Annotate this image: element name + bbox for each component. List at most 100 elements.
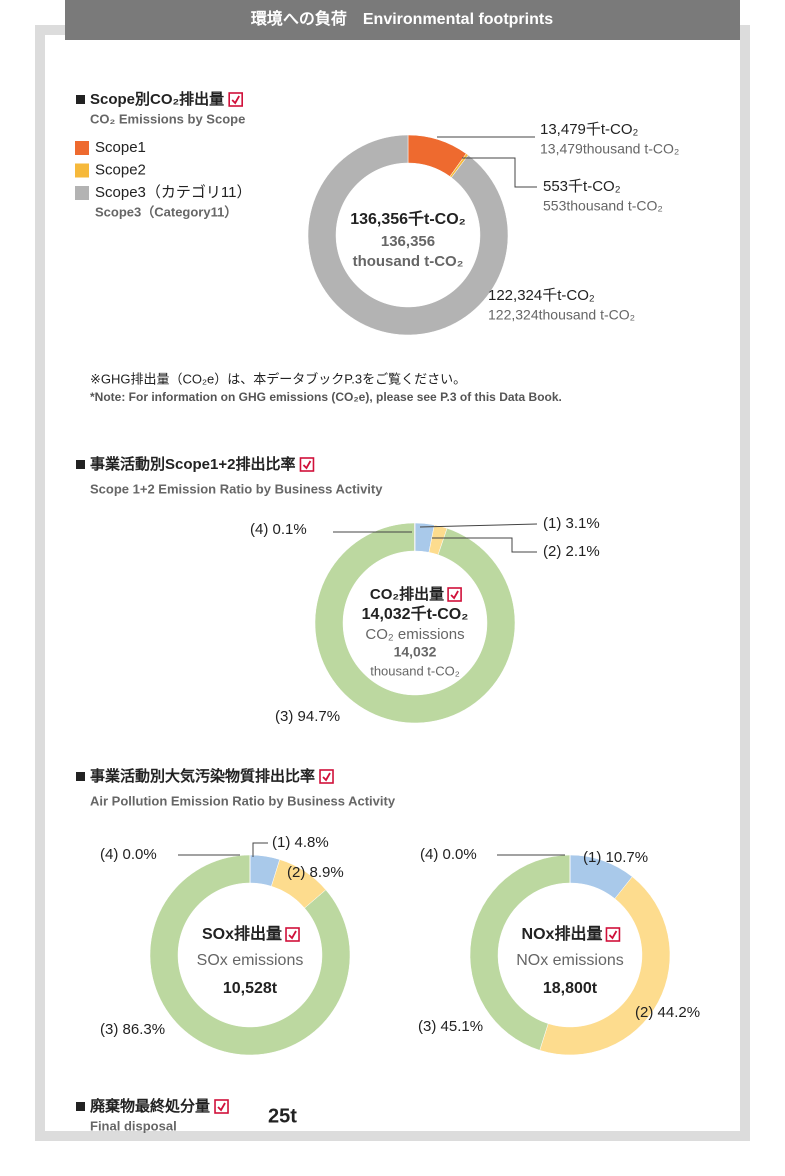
value-label: (2) 2.1%: [543, 543, 600, 560]
value-label: (2) 8.9%: [287, 864, 344, 881]
center-label: CO₂排出量: [370, 585, 444, 603]
checkbox: [228, 92, 243, 107]
legend-label: Scope1: [95, 139, 146, 156]
value-label: 13,479千t-CO₂: [540, 121, 639, 138]
checkmark: [450, 590, 459, 600]
section-title: 事業活動別Scope1+2排出比率: [90, 455, 295, 473]
center-label: SOx排出量: [202, 924, 282, 943]
checkmark: [217, 1102, 226, 1112]
percent-label: 3.1%: [566, 515, 600, 532]
value-label: (1) 3.1%: [543, 515, 600, 532]
header-title: 環境への負荷 Environmental footprints: [251, 9, 553, 28]
value-label: (3) 86.3%: [100, 1021, 165, 1038]
donut-slice: [307, 134, 509, 336]
center-label: CO₂ emissions: [365, 626, 464, 643]
checkbox: [285, 927, 300, 942]
checkmark: [302, 460, 312, 470]
percent-label: 45.1%: [441, 1018, 484, 1035]
value-label: (4) 0.0%: [100, 846, 157, 863]
donut-slice: [149, 854, 351, 1056]
legend-swatch: [75, 186, 89, 200]
checkmark: [231, 95, 240, 105]
checkmark: [322, 772, 331, 782]
value-label: (1) 10.7%: [583, 849, 648, 866]
value-label: (3) 45.1%: [418, 1018, 483, 1035]
category-label: (1): [272, 834, 290, 851]
center-label: thousand t-CO₂: [353, 253, 464, 270]
checkbox: [299, 457, 315, 472]
center-label: NOx排出量: [522, 924, 603, 943]
percent-label: 10.7%: [606, 849, 649, 866]
leader-line: [419, 523, 538, 528]
center-label: 136,356: [381, 233, 435, 250]
donut-slice: [414, 522, 416, 552]
category-label: (1): [543, 515, 561, 532]
percent-label: 0.0%: [123, 846, 157, 863]
section-subtitle: Final disposal: [90, 1118, 177, 1133]
bullet: [76, 772, 85, 781]
leader-line: [252, 842, 268, 857]
checkbox: [319, 769, 334, 784]
value-label-en: 122,324thousand t-CO₂: [488, 307, 635, 323]
checkbox: [605, 927, 621, 942]
section-subtitle: Scope 1+2 Emission Ratio by Business Act…: [90, 481, 383, 496]
bullet: [76, 460, 85, 469]
category-label: (4): [100, 846, 118, 863]
header-bar: [65, 0, 740, 40]
category-label: (3): [100, 1021, 118, 1038]
checkmark: [288, 930, 297, 940]
section-value: 25t: [268, 1105, 297, 1127]
value-label-en: 553thousand t-CO₂: [543, 198, 663, 214]
center-label: thousand t-CO₂: [370, 663, 460, 678]
percent-label: 94.7%: [298, 708, 341, 725]
checkbox: [447, 587, 462, 602]
value-label: (4) 0.0%: [420, 846, 477, 863]
percent-label: 86.3%: [123, 1021, 166, 1038]
center-label: 18,800t: [543, 980, 598, 997]
percent-label: 0.1%: [273, 521, 307, 538]
section-title: 廃棄物最終処分量: [90, 1097, 210, 1115]
leader-line: [432, 537, 537, 553]
value-label: (4) 0.1%: [250, 521, 307, 538]
category-label: (3): [418, 1018, 436, 1035]
checkbox: [214, 1099, 229, 1114]
section-subtitle: CO₂ Emissions by Scope: [90, 111, 245, 126]
percent-label: 0.0%: [443, 846, 477, 863]
category-label: (3): [275, 708, 293, 725]
section-title: Scope別CO₂排出量: [90, 90, 224, 108]
legend-label: Scope3（カテゴリ11）: [95, 183, 251, 201]
center-label: 10,528t: [223, 980, 278, 997]
value-label: (1) 4.8%: [272, 834, 329, 851]
bullet: [76, 1102, 85, 1111]
section-subtitle: Air Pollution Emission Ratio by Business…: [90, 793, 396, 808]
percent-label: 2.1%: [566, 543, 600, 560]
donut-slice: [314, 522, 516, 724]
category-label: (2): [635, 1004, 653, 1021]
section-title: 事業活動別大気汚染物質排出比率: [90, 767, 315, 785]
value-label: (3) 94.7%: [275, 708, 340, 725]
note-ja: ※GHG排出量（CO₂e）は、本データブックP.3をご覧ください。: [90, 371, 466, 386]
percent-label: 8.9%: [310, 864, 344, 881]
category-label: (4): [250, 521, 268, 538]
checkmark: [608, 930, 618, 940]
category-label: (2): [287, 864, 305, 881]
legend-label: Scope2: [95, 161, 146, 178]
value-label: 553千t-CO₂: [543, 178, 621, 195]
center-label: 14,032: [394, 644, 437, 660]
percent-label: 44.2%: [658, 1004, 701, 1021]
center-label: NOx emissions: [516, 952, 624, 969]
legend-note: Scope3（Category11）: [95, 204, 237, 219]
value-label: (2) 44.2%: [635, 1004, 700, 1021]
category-label: (4): [420, 846, 438, 863]
leader-line: [462, 157, 537, 188]
donut-slice: [539, 876, 671, 1056]
center-label: SOx emissions: [197, 952, 304, 969]
bullet: [76, 95, 85, 104]
center-label: 136,356千t-CO₂: [350, 210, 466, 228]
value-label: 122,324千t-CO₂: [488, 287, 595, 304]
value-label-en: 13,479thousand t-CO₂: [540, 141, 679, 157]
legend-swatch: [75, 141, 89, 155]
note-en: *Note: For information on GHG emissions …: [90, 390, 562, 404]
center-label: 14,032千t-CO₂: [362, 605, 469, 623]
